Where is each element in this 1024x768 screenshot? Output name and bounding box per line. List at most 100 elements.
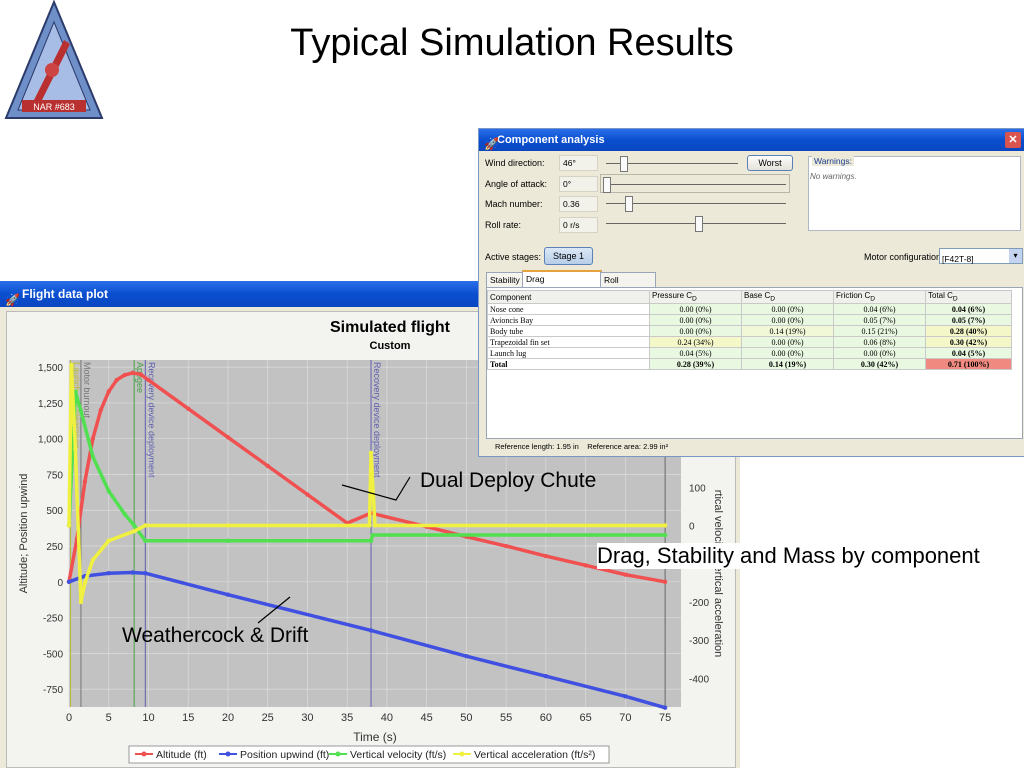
- y-right-tick-label: -400: [689, 674, 709, 685]
- data-point: [98, 407, 103, 413]
- drag-table-cell: 0.04 (6%): [833, 303, 926, 315]
- data-point: [225, 435, 231, 440]
- data-point: [122, 511, 127, 517]
- motor-config-value: [F42T-8]: [942, 254, 974, 264]
- angle-of-attack-slider[interactable]: [606, 184, 786, 185]
- tab-drag-characteristics[interactable]: Drag characteristics: [522, 270, 602, 298]
- drag-table-row: Launch lug 0.04 (5%) 0.00 (0%) 0.00 (0%) 0.0…: [487, 347, 1012, 359]
- data-point: [90, 436, 96, 441]
- legend-marker: [141, 751, 147, 757]
- drag-table-cell: 0.30 (42%): [833, 358, 926, 370]
- chart-legend: Altitude (ft) Position upwind (ft) Vertica…: [128, 745, 610, 764]
- svg-text:NAR #683: NAR #683: [33, 102, 75, 112]
- wind-direction-field[interactable]: 46°: [559, 155, 598, 171]
- angle-of-attack-focus: [600, 174, 790, 193]
- angle-of-attack-thumb[interactable]: [603, 177, 611, 193]
- angle-of-attack-label: Angle of attack:: [485, 179, 548, 189]
- chevron-down-icon[interactable]: ▾: [1009, 249, 1022, 263]
- roll-rate-field[interactable]: 0 r/s: [559, 217, 598, 233]
- active-stages-label: Active stages:: [485, 252, 542, 262]
- worst-button[interactable]: Worst: [747, 155, 793, 171]
- data-point: [368, 450, 374, 456]
- component-window-title: Component analysis: [497, 134, 605, 146]
- legend-marker: [335, 751, 341, 757]
- motor-config-select[interactable]: [F42T-8] ▾: [939, 248, 1023, 264]
- data-point: [131, 523, 137, 528]
- drag-table-header[interactable]: Component: [487, 290, 650, 304]
- event-label: Apogee: [135, 362, 145, 393]
- x-tick-label: 45: [421, 712, 433, 724]
- drag-table-header[interactable]: Friction CD: [833, 290, 926, 304]
- roll-rate-thumb[interactable]: [695, 216, 703, 232]
- drag-table-header[interactable]: Pressure CD: [649, 290, 742, 304]
- stage-1-button[interactable]: Stage 1: [544, 247, 593, 265]
- mach-number-thumb[interactable]: [625, 196, 633, 212]
- drag-table-cell: 0.06 (8%): [833, 336, 926, 348]
- drag-table-row: Total 0.28 (39%) 0.14 (19%) 0.30 (42%) 0.71 …: [487, 358, 1012, 370]
- legend-marker: [459, 751, 465, 757]
- series-line: [67, 363, 666, 604]
- drag-table-cell: 0.05 (7%): [925, 314, 1012, 326]
- reference-area-value: 2.99 in²: [643, 442, 669, 451]
- data-point: [138, 372, 143, 377]
- drag-table-cell: 0.04 (6%): [925, 303, 1012, 315]
- event-label: Motor burnout: [82, 362, 92, 419]
- data-point: [186, 406, 191, 411]
- drag-table-header[interactable]: Total CD: [925, 290, 1012, 304]
- x-tick-label: 70: [619, 712, 631, 724]
- drag-table-row: Nose cone 0.00 (0%) 0.00 (0%) 0.04 (6%) 0.04…: [487, 303, 1012, 315]
- data-point: [367, 523, 372, 528]
- mach-number-slider[interactable]: [606, 203, 786, 204]
- component-window-titlebar[interactable]: 🚀 Component analysis ✕: [479, 129, 1024, 151]
- drag-table-cell: 0.00 (0%): [741, 303, 834, 315]
- drag-table-cell: Trapezoidal fin set: [487, 336, 650, 348]
- y-left-tick-label: 1,500: [38, 363, 63, 374]
- y-left-tick-label: 750: [46, 470, 63, 481]
- mach-number-field[interactable]: 0.36: [559, 196, 598, 212]
- warnings-text: No warnings.: [810, 172, 857, 181]
- reference-area-label: Reference area:: [587, 442, 641, 451]
- drag-caption: Drag, Stability and Mass by component: [597, 543, 980, 569]
- angle-of-attack-field[interactable]: 0°: [559, 176, 598, 192]
- data-point: [662, 532, 668, 538]
- y-left-tick-label: 1,250: [38, 399, 63, 410]
- data-point: [82, 580, 88, 585]
- rocket-icon: 🚀: [5, 293, 20, 307]
- tab-stability[interactable]: Stability: [486, 272, 525, 287]
- mach-number-label: Mach number:: [485, 199, 543, 209]
- flight-window-title: Flight data plot: [22, 287, 108, 301]
- reference-values: Reference length: 1.95 in Reference area…: [495, 442, 668, 451]
- x-tick-label: 40: [381, 712, 393, 724]
- drag-table-cell: Total: [487, 358, 650, 370]
- drag-table-cell: 0.04 (5%): [649, 347, 742, 359]
- tab-roll-dynamics[interactable]: Roll dynamics: [600, 272, 656, 299]
- wind-direction-slider[interactable]: [606, 163, 738, 164]
- drag-table-row: Avioncis Bay 0.00 (0%) 0.00 (0%) 0.05 (7%) 0…: [487, 314, 1012, 326]
- data-point: [372, 523, 378, 528]
- club-logo: NAR #683: [4, 0, 104, 119]
- y-right-axis-label: rtical velocity; Vertical acceleration: [712, 490, 724, 658]
- y-left-tick-label: 0: [57, 578, 63, 589]
- chart-subtitle: Custom: [370, 340, 411, 352]
- header-subscript: D: [692, 295, 697, 303]
- data-point: [265, 463, 270, 469]
- data-point: [78, 408, 84, 414]
- drag-table-row: Trapezoidal fin set 0.24 (34%) 0.00 (0%) 0.…: [487, 336, 1012, 348]
- slide-title: Typical Simulation Results: [290, 22, 734, 64]
- y-left-tick-label: 500: [46, 506, 63, 517]
- drag-table-row: Body tube 0.00 (0%) 0.14 (19%) 0.15 (21%) 0.…: [487, 325, 1012, 337]
- data-point: [543, 553, 549, 559]
- drag-table-cell: 0.28 (40%): [925, 325, 1012, 337]
- data-point: [543, 674, 549, 679]
- weathercock-annotation: Weathercock & Drift: [122, 624, 309, 647]
- drag-table-cell: Avioncis Bay: [487, 314, 650, 326]
- data-point: [130, 370, 135, 376]
- data-point: [143, 538, 148, 543]
- drag-table: Component Pressure CD Base CD Friction CD To…: [487, 290, 1012, 370]
- close-icon[interactable]: ✕: [1005, 132, 1021, 148]
- data-point: [662, 705, 668, 710]
- wind-direction-thumb[interactable]: [620, 156, 628, 172]
- legend-marker: [225, 751, 231, 757]
- drag-table-cell: 0.00 (0%): [741, 314, 834, 326]
- drag-table-header[interactable]: Base CD: [741, 290, 834, 304]
